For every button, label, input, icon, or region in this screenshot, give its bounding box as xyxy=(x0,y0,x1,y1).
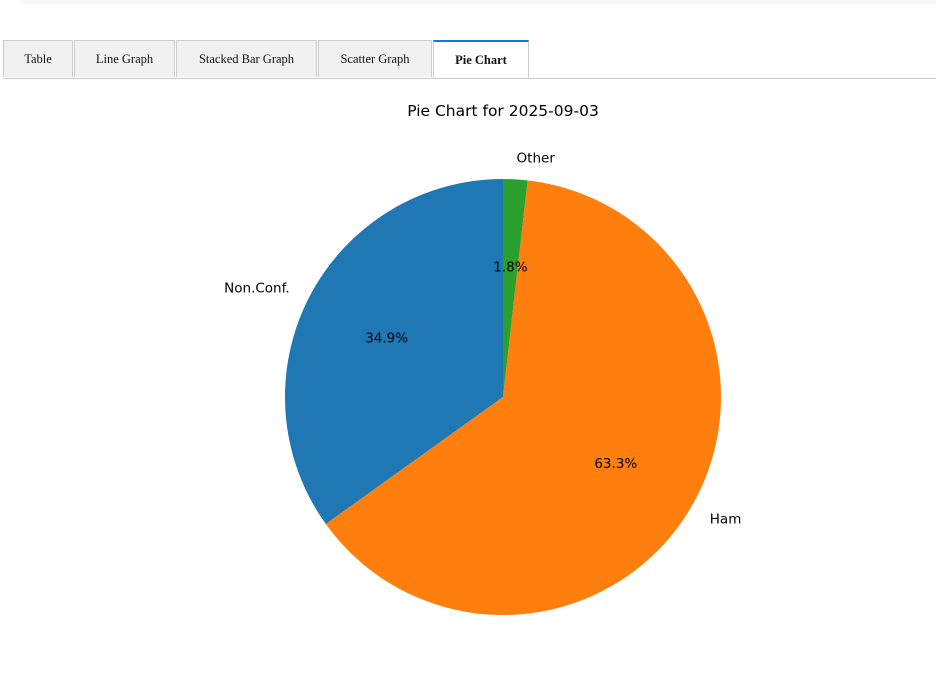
slice-label: Ham xyxy=(710,511,742,527)
slice-percent-label: 34.9% xyxy=(365,330,408,346)
chart-title: Pie Chart for 2025-09-03 xyxy=(407,102,599,120)
tab-stacked-bar-graph[interactable]: Stacked Bar Graph xyxy=(176,40,317,77)
tab-bar: Table Line Graph Stacked Bar Graph Scatt… xyxy=(3,40,936,79)
tab-pie-chart[interactable]: Pie Chart xyxy=(433,40,529,78)
pie-slice-other xyxy=(503,179,528,397)
tab-line-graph[interactable]: Line Graph xyxy=(74,40,175,77)
pie-slice-non-conf xyxy=(285,179,503,525)
tab-scatter-graph[interactable]: Scatter Graph xyxy=(318,40,432,77)
slice-percent-label: 1.8% xyxy=(493,259,527,275)
slice-label: Other xyxy=(517,151,556,167)
slice-percent-label: 63.3% xyxy=(594,456,637,472)
pie-slice-ham xyxy=(325,180,721,615)
slice-label: Non.Conf. xyxy=(224,280,290,296)
tab-table[interactable]: Table xyxy=(3,40,73,77)
top-bar xyxy=(20,0,936,4)
